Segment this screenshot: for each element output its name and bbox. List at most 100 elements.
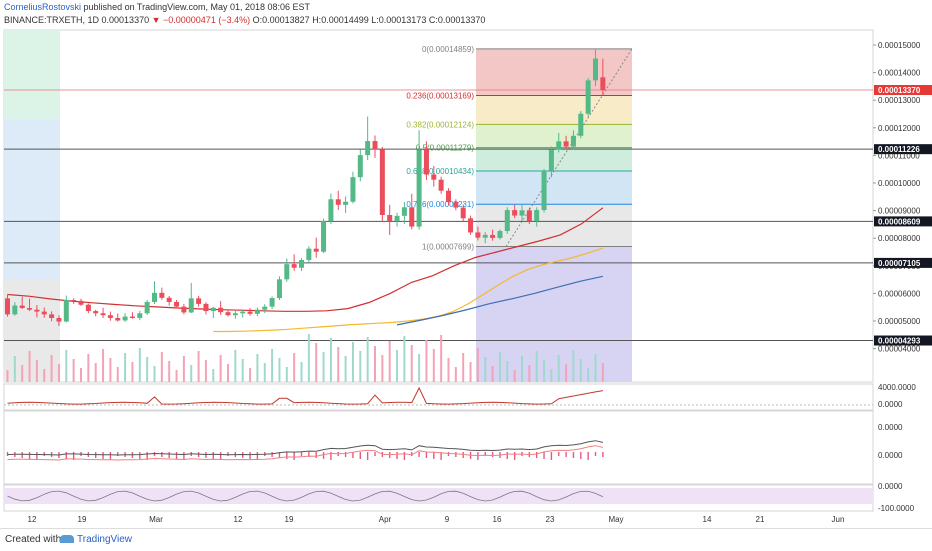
candle-body (12, 305, 18, 315)
volume-bar (572, 350, 575, 382)
volume-bar (337, 347, 340, 382)
x-tick-label: 12 (28, 515, 37, 524)
shade-band-blue (4, 120, 60, 280)
candle-body (203, 303, 209, 312)
fib-extension-zone (476, 246, 632, 382)
symbol-label: BINANCE:TRXETH, 1D (4, 15, 100, 25)
candle-body (262, 306, 268, 310)
candle-body (394, 215, 400, 222)
candle-body (166, 297, 172, 302)
panel3-tick-label: 0.0000 (878, 482, 903, 491)
candle-body (174, 301, 180, 307)
candle-body (129, 316, 135, 318)
x-tick-label: 19 (285, 515, 294, 524)
chart-canvas[interactable]: 0.00015000 0.00014000 0.00013000 0.00012000… (0, 0, 932, 528)
macd-histogram-bar (278, 452, 281, 458)
macd-histogram-bar (219, 452, 222, 460)
candle-body (401, 207, 407, 216)
volume-bar (219, 355, 222, 382)
macd-line (7, 440, 604, 456)
macd-histogram-bar (440, 452, 442, 460)
panel3-tick-label: -100.0000 (878, 504, 915, 513)
candle-body (365, 141, 371, 156)
macd-histogram-bar (249, 452, 251, 459)
candle-body (548, 149, 554, 172)
candle-body (541, 171, 547, 211)
candle-body (409, 207, 415, 227)
volume-bar (87, 354, 90, 382)
fib-level-label: 0(0.00014859) (422, 45, 474, 54)
x-tick-label: 9 (445, 515, 450, 524)
candle-body (387, 215, 393, 222)
volume-bar (351, 342, 354, 382)
candle-body (379, 149, 385, 216)
macd-histogram-bar (536, 452, 538, 458)
volume-bar (300, 362, 303, 382)
macd-histogram-bar (300, 452, 303, 456)
macd-histogram-bar (293, 452, 295, 460)
volume-bar (410, 345, 413, 382)
candle-body (240, 311, 246, 314)
y-tick-label: 0.00005000 (878, 317, 921, 326)
volume-bar (447, 358, 450, 382)
volume-bar (440, 335, 443, 382)
volume-bar (212, 369, 215, 382)
fib-level-label: 0.382(0.00012124) (406, 120, 474, 129)
macd-histogram-bar (183, 452, 185, 460)
volume-bar (249, 368, 252, 382)
close-value: C:0.00013370 (428, 15, 486, 25)
macd-histogram-bar (102, 452, 104, 459)
candle-body (438, 179, 444, 191)
volume-bar (50, 355, 53, 382)
macd-histogram-bar (484, 452, 486, 456)
candle-body (49, 314, 55, 318)
y-tick-label: 0.00010000 (878, 179, 921, 188)
level-marker (874, 216, 932, 227)
volume-bar (153, 366, 156, 382)
volume-bar (601, 363, 604, 382)
candle-body (372, 141, 378, 150)
volume-bar (469, 362, 472, 382)
level-marker (874, 144, 932, 155)
volume-bar (57, 364, 60, 382)
volume-bar (307, 334, 310, 382)
fib-level-label: 1(0.00007699) (422, 243, 474, 252)
volume-bar (227, 364, 229, 382)
candle-body (423, 149, 429, 175)
volume-bar (535, 351, 538, 382)
candle-body (534, 210, 540, 222)
macd-histogram-bar (572, 452, 575, 458)
level-marker (874, 335, 932, 346)
macd-histogram-bar (43, 452, 45, 456)
volume-bar (359, 351, 362, 382)
fib-level-label: 0.786(0.00009231) (406, 200, 474, 209)
volume-bar (432, 349, 435, 382)
candle-body (600, 77, 606, 90)
candle-body (78, 300, 84, 305)
volume-bar (528, 365, 531, 382)
indicator-panel (3, 410, 874, 485)
volume-bar (146, 357, 149, 382)
tradingview-logo[interactable]: TradingView (60, 534, 132, 545)
y-tick-label: 0.00014000 (878, 69, 921, 78)
volume-bar (594, 354, 597, 382)
macd-histogram-bar (513, 452, 516, 460)
macd-signal-line (7, 445, 604, 461)
volume-bar (366, 337, 369, 382)
candle-body (570, 135, 576, 147)
macd-histogram-bar (139, 452, 141, 459)
author-name[interactable]: CorneliusRostovski (4, 2, 82, 12)
candle-body (306, 248, 312, 261)
fib-trend-line (505, 48, 633, 247)
panel1-tick-label: 4000.0000 (878, 383, 916, 392)
x-tick-label: May (608, 515, 623, 524)
macd-histogram-bar (418, 452, 420, 457)
moving-average-line (396, 275, 604, 326)
volume-bar (374, 346, 376, 382)
panel1-tick-label: 0.0000 (878, 400, 903, 409)
volume-bar (197, 351, 200, 382)
candle-body (181, 306, 187, 313)
candle-body (556, 141, 562, 150)
macd-histogram-bar (491, 452, 494, 457)
y-tick-label: 0.00013000 (878, 96, 921, 105)
